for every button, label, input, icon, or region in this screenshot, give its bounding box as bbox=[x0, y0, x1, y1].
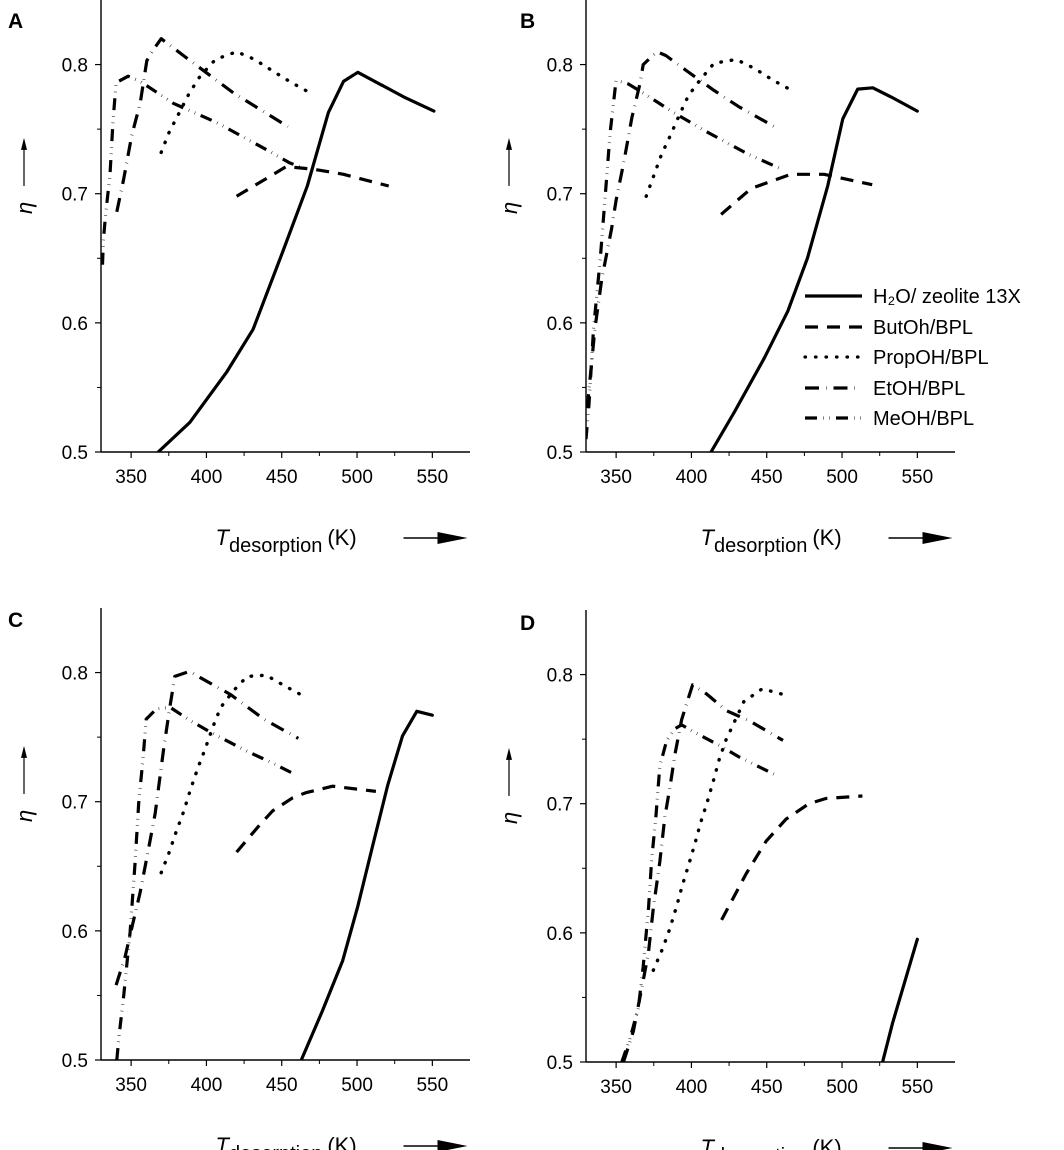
y-axis-arrow-icon bbox=[21, 137, 27, 150]
series-line-h-o-zeolite-13x bbox=[709, 86, 919, 452]
x-tick-label: 450 bbox=[266, 1075, 298, 1096]
series-line-meoh-bpl bbox=[620, 723, 777, 1062]
series-line-h-o-zeolite-13x bbox=[880, 937, 919, 1062]
x-tick-label: 550 bbox=[901, 1077, 933, 1098]
legend-label: PropOH/BPL bbox=[873, 347, 989, 369]
panel-letter: A bbox=[8, 10, 23, 33]
series-line-etoh-bpl bbox=[586, 50, 780, 409]
series-line-h-o-zeolite-13x bbox=[156, 70, 436, 452]
legend-label: EtOH/BPL bbox=[873, 378, 965, 400]
x-axis-symbol: T bbox=[701, 1135, 716, 1150]
x-tick-label: 500 bbox=[826, 467, 858, 488]
series-line-etoh-bpl bbox=[621, 683, 784, 1062]
series-line-meoh-bpl bbox=[115, 705, 297, 1060]
x-tick-label: 450 bbox=[266, 467, 298, 488]
y-axis-arrow-icon bbox=[21, 745, 27, 758]
y-axis-arrow-icon bbox=[506, 137, 512, 150]
y-tick-label: 0.6 bbox=[547, 314, 573, 335]
x-tick-label: 400 bbox=[191, 467, 223, 488]
series-line-butoh-bpl bbox=[720, 794, 863, 921]
y-tick-label: 0.7 bbox=[547, 795, 573, 816]
panel-letter: B bbox=[520, 10, 535, 33]
x-axis-title: Tdesorption (K) bbox=[701, 1135, 842, 1150]
legend-label: ButOh/BPL bbox=[873, 317, 973, 339]
x-tick-label: 550 bbox=[901, 467, 933, 488]
x-axis-title: Tdesorption(K) bbox=[701, 525, 842, 557]
x-axis-arrow-icon bbox=[437, 1140, 468, 1150]
y-axis-title: η bbox=[12, 202, 37, 214]
y-tick-label: 0.6 bbox=[62, 314, 88, 335]
panel-a: A 0.5 0.6 0.7 0.8 350 400 450 500 550 Tdesorption(… bbox=[8, 0, 470, 557]
y-tick-label: 0.5 bbox=[62, 1051, 88, 1072]
x-axis-subscript: desorption bbox=[714, 1145, 807, 1150]
series-line-meoh-bpl bbox=[101, 74, 304, 265]
x-tick-label: 550 bbox=[416, 1075, 448, 1096]
y-tick-label: 0.7 bbox=[62, 185, 88, 206]
x-axis-unit: (K) bbox=[327, 1133, 356, 1150]
panel-b: B 0.5 0.6 0.7 0.8 350 400 450 500 550 Tdesorption(… bbox=[497, 0, 1021, 557]
x-tick-label: 350 bbox=[115, 1075, 147, 1096]
y-tick-label: 0.6 bbox=[62, 922, 88, 943]
x-axis-arrow-icon bbox=[437, 532, 468, 544]
x-axis-unit: (K) bbox=[812, 525, 841, 550]
series-line-propoh-bpl bbox=[159, 673, 308, 875]
x-axis-symbol: T bbox=[216, 525, 231, 550]
x-tick-label: 500 bbox=[341, 467, 373, 488]
series-line-butoh-bpl bbox=[720, 172, 873, 216]
y-axis-title: η bbox=[12, 810, 37, 822]
y-tick-label: 0.8 bbox=[62, 56, 88, 77]
series-line-propoh-bpl bbox=[651, 687, 783, 972]
y-axis-title: η bbox=[497, 812, 522, 824]
panel-letter: C bbox=[8, 609, 23, 632]
x-axis-title: Tdesorption (K) bbox=[216, 1133, 357, 1150]
panel-d: D 0.5 0.6 0.7 0.8 350 400 450 500 550 Tdesorption (… bbox=[497, 610, 955, 1150]
y-tick-label: 0.8 bbox=[62, 664, 88, 685]
x-axis-subscript: desorption bbox=[714, 535, 807, 557]
x-tick-label: 350 bbox=[600, 1077, 632, 1098]
x-tick-label: 400 bbox=[191, 1075, 223, 1096]
panel-letter: D bbox=[520, 612, 535, 635]
x-tick-label: 450 bbox=[751, 467, 783, 488]
x-tick-label: 450 bbox=[751, 1077, 783, 1098]
series-line-h-o-zeolite-13x bbox=[299, 709, 434, 1060]
series-line-etoh-bpl bbox=[115, 37, 289, 213]
y-tick-label: 0.8 bbox=[547, 56, 573, 77]
y-axis-title: η bbox=[497, 202, 522, 214]
y-tick-label: 0.5 bbox=[547, 443, 573, 464]
x-axis-subscript: desorption bbox=[229, 535, 322, 557]
x-axis-subscript: desorption bbox=[229, 1143, 322, 1150]
x-tick-label: 350 bbox=[115, 467, 147, 488]
legend-label: MeOH/BPL bbox=[873, 408, 974, 430]
x-tick-label: 500 bbox=[826, 1077, 858, 1098]
x-axis-unit: (K) bbox=[327, 525, 356, 550]
x-axis-unit: (K) bbox=[812, 1135, 841, 1150]
x-tick-label: 350 bbox=[600, 467, 632, 488]
x-tick-label: 400 bbox=[676, 467, 708, 488]
x-axis-symbol: T bbox=[216, 1133, 231, 1150]
y-tick-label: 0.8 bbox=[547, 666, 573, 687]
x-tick-label: 400 bbox=[676, 1077, 708, 1098]
y-tick-label: 0.6 bbox=[547, 924, 573, 945]
y-axis-arrow-icon bbox=[506, 747, 512, 760]
legend: H₂O/ zeolite 13X ButOh/BPL PropOH/BPL EtOH/… bbox=[803, 286, 1021, 430]
y-tick-label: 0.7 bbox=[62, 793, 88, 814]
y-tick-label: 0.7 bbox=[547, 185, 573, 206]
x-tick-label: 500 bbox=[341, 1075, 373, 1096]
x-tick-label: 550 bbox=[416, 467, 448, 488]
series-line-propoh-bpl bbox=[159, 50, 313, 155]
x-axis-symbol: T bbox=[701, 525, 716, 550]
panel-c: C 0.5 0.6 0.7 0.8 350 400 450 500 550 Tdesorption (… bbox=[8, 608, 470, 1150]
y-tick-label: 0.5 bbox=[62, 443, 88, 464]
y-tick-label: 0.5 bbox=[547, 1053, 573, 1074]
x-axis-arrow-icon bbox=[922, 1142, 953, 1150]
series-line-butoh-bpl bbox=[235, 784, 377, 854]
legend-label: H₂O/ zeolite 13X bbox=[873, 286, 1021, 308]
series-line-propoh-bpl bbox=[644, 57, 794, 199]
series-line-etoh-bpl bbox=[114, 669, 300, 986]
x-axis-arrow-icon bbox=[922, 532, 953, 544]
x-axis-title: Tdesorption(K) bbox=[216, 525, 357, 557]
